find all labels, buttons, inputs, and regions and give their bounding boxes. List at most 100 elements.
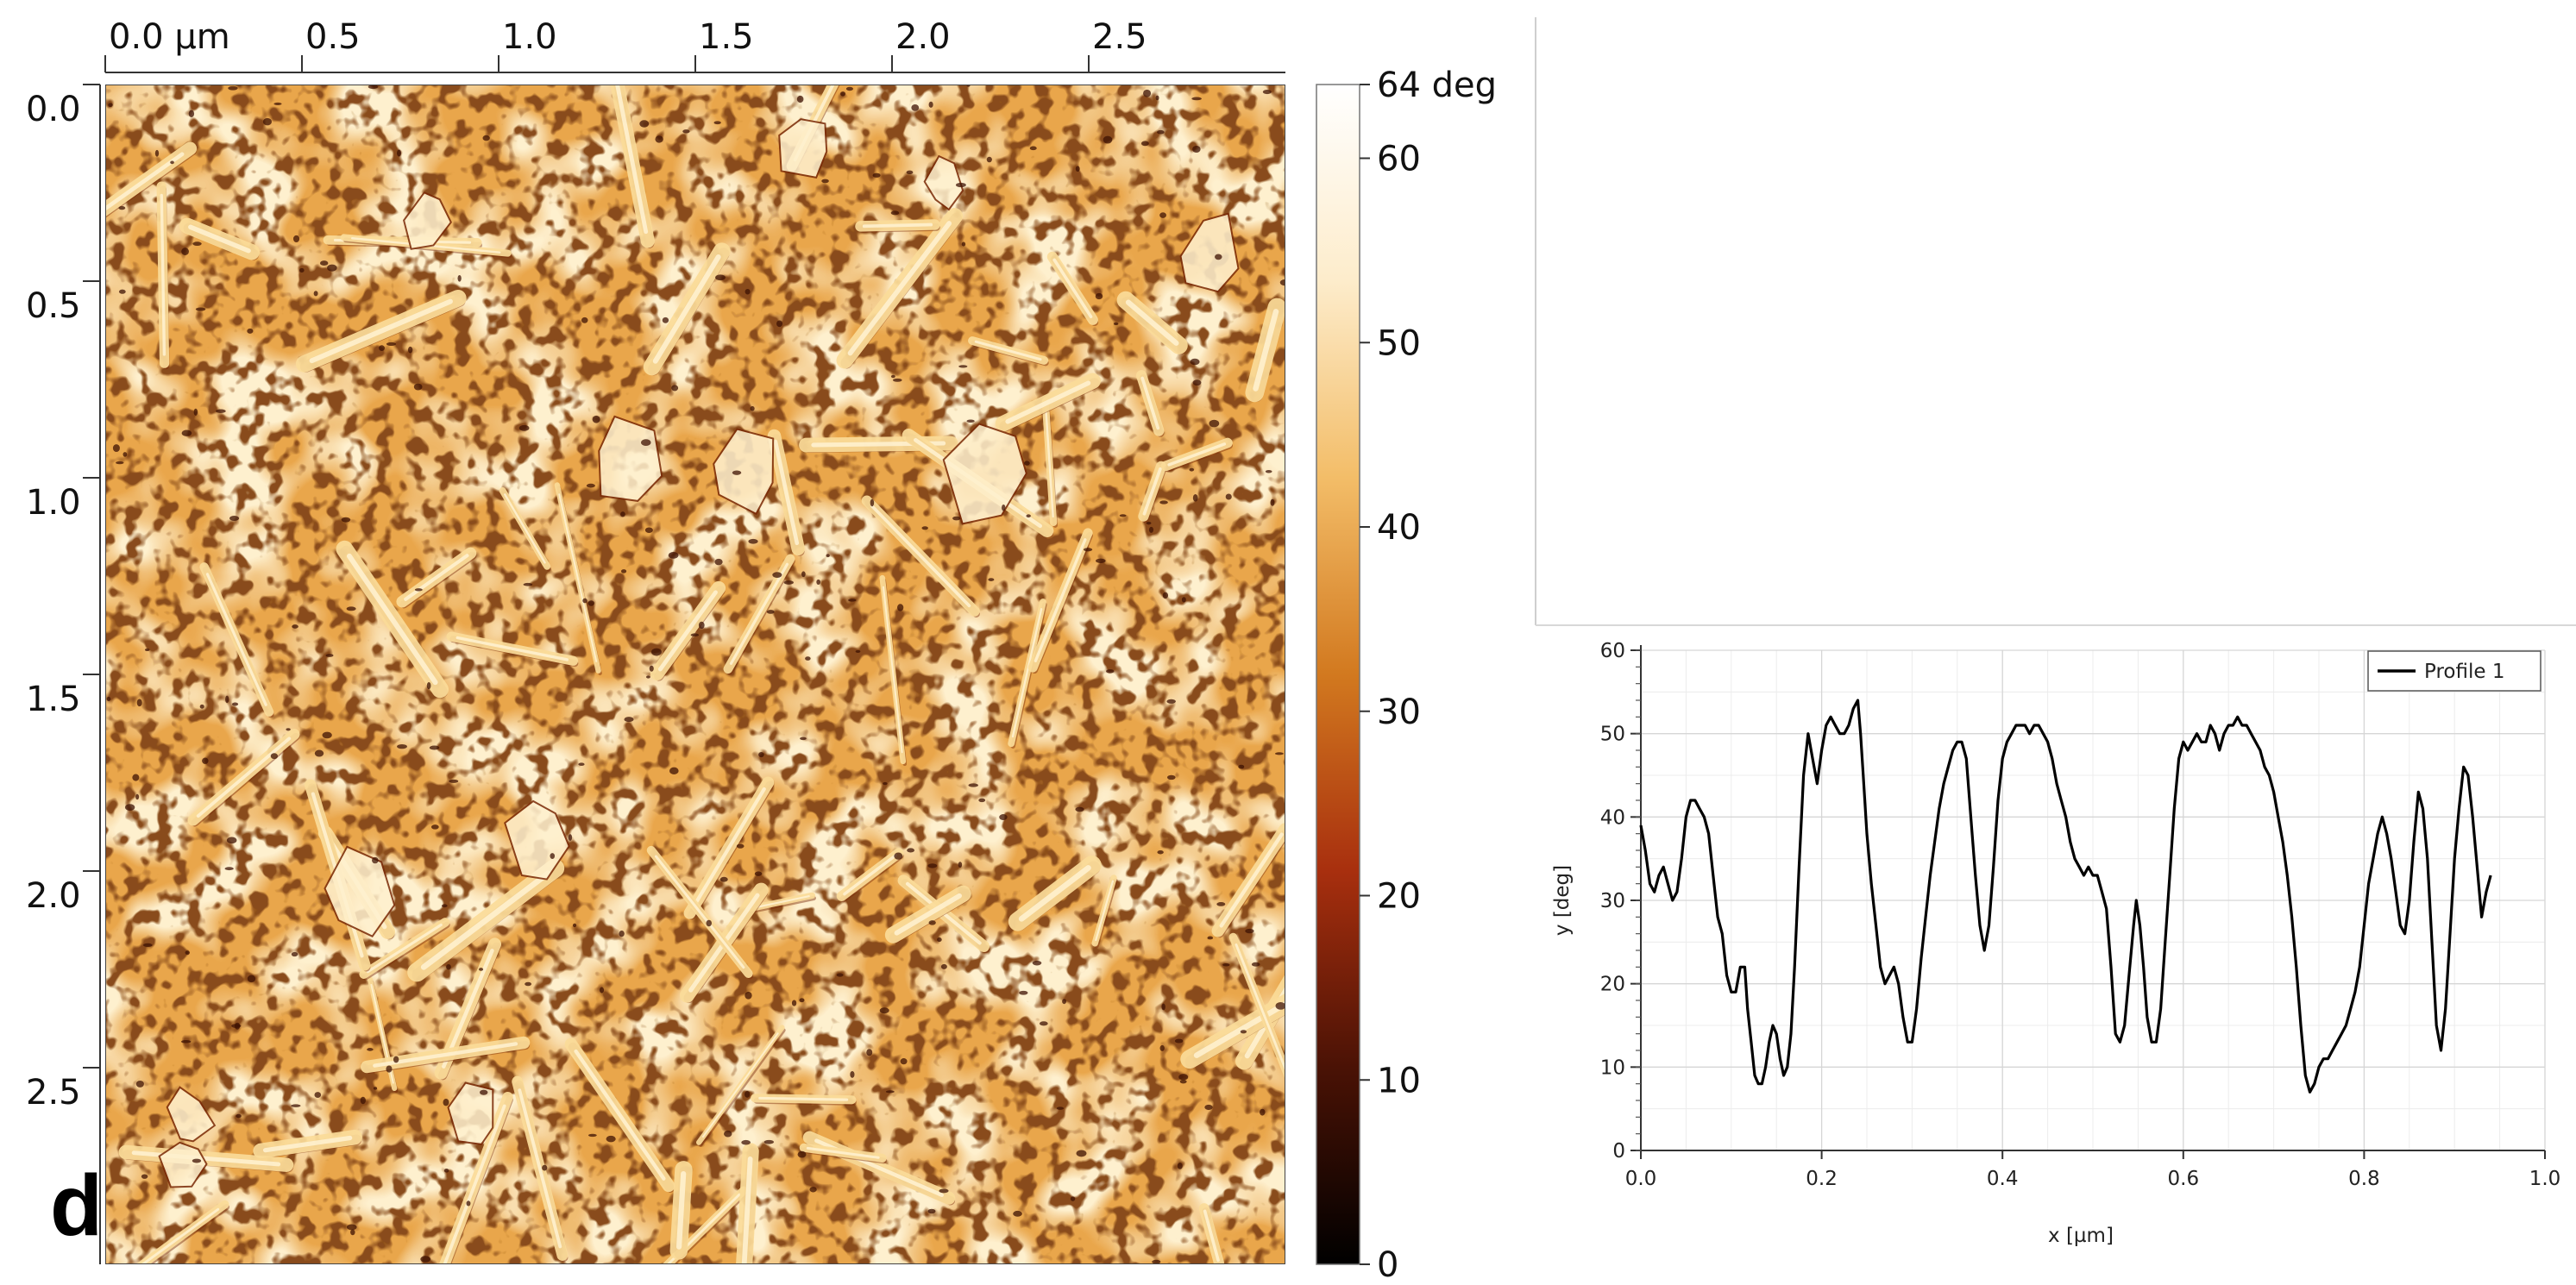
afm-needle-highlight	[140, 1207, 220, 1264]
afm-pore	[132, 774, 140, 781]
afm-pore	[1026, 514, 1031, 518]
colorbar-tick-label: 0	[1377, 1245, 1398, 1285]
afm-pore	[855, 649, 861, 653]
afm-pore	[763, 1139, 775, 1144]
afm-x-tick-label: 1.0	[502, 17, 557, 57]
afm-pore	[1190, 358, 1200, 366]
afm-phase-image	[105, 85, 1285, 1264]
profile-y-ticks: 0 10 20 30 40 50 60	[1600, 640, 1641, 1163]
afm-pore	[1076, 1150, 1087, 1157]
afm-pore	[620, 511, 625, 517]
profile-x-tick-label: 0.2	[1806, 1168, 1838, 1190]
colorbar-tick-label: 64 deg	[1377, 66, 1497, 105]
afm-pore	[386, 342, 397, 347]
afm-pore	[988, 578, 995, 581]
panel-letter: d	[50, 1157, 103, 1254]
afm-pore	[619, 930, 625, 937]
afm-pore	[791, 1000, 797, 1006]
afm-pore	[1119, 514, 1127, 517]
afm-pore	[892, 378, 902, 382]
afm-pore	[1177, 1163, 1183, 1169]
afm-pore	[466, 1200, 471, 1207]
afm-pore	[346, 606, 356, 611]
afm-needle-shadow	[698, 1028, 786, 1147]
colorbar-tick-label: 10	[1377, 1061, 1421, 1100]
afm-needle-highlight	[1034, 538, 1087, 662]
afm-pore	[1157, 129, 1165, 135]
afm-pore	[1143, 89, 1152, 97]
afm-pore	[443, 1169, 449, 1173]
afm-platelet	[778, 118, 828, 179]
afm-pore	[845, 86, 853, 91]
afm-pore	[1161, 1003, 1165, 1011]
afm-pore	[1262, 89, 1272, 95]
afm-pore	[368, 85, 379, 90]
afm-pore	[426, 681, 431, 690]
afm-pore	[927, 863, 938, 868]
afm-needle-highlight	[504, 493, 546, 564]
afm-pore	[192, 1158, 202, 1163]
afm-pore	[231, 1024, 242, 1028]
afm-pore	[1216, 902, 1226, 906]
afm-pore	[986, 156, 992, 163]
afm-pore	[624, 717, 634, 723]
afm-pore	[644, 527, 653, 533]
afm-pore	[542, 1164, 548, 1171]
afm-pore	[379, 345, 385, 352]
afm-pore	[706, 919, 712, 927]
afm-pore	[748, 538, 758, 544]
afm-pore	[225, 695, 229, 704]
afm-x-tick-label: 0.5	[305, 17, 361, 57]
afm-pore	[750, 405, 755, 411]
afm-pore	[199, 704, 204, 709]
afm-pore	[482, 135, 490, 141]
afm-pore	[286, 728, 291, 731]
afm-pore	[346, 1224, 357, 1231]
afm-pore	[397, 743, 407, 749]
afm-pore	[1251, 962, 1260, 967]
profile-x-axis-label: x [µm]	[2048, 1225, 2114, 1247]
afm-needle-highlight	[420, 870, 551, 970]
afm-pore	[639, 120, 650, 128]
afm-needle-highlight	[1140, 376, 1160, 430]
afm-pore	[1179, 1079, 1187, 1084]
afm-y-tick-label: 0.0	[26, 90, 81, 129]
profile-x-ticks: 0.0 0.2 0.4 0.6 0.8 1.0	[1625, 1150, 2560, 1190]
afm-pore	[1148, 526, 1154, 533]
afm-x-tick-label: 0.0 µm	[109, 17, 230, 57]
colorbar-tick-label: 40	[1377, 508, 1421, 548]
afm-pore	[1032, 960, 1042, 966]
afm-pore	[921, 526, 928, 530]
afm-needle-highlight	[404, 554, 469, 601]
afm-pore	[1039, 1021, 1048, 1026]
afm-pore	[396, 149, 402, 157]
afm-pore	[928, 920, 936, 925]
afm-pore	[758, 751, 764, 758]
afm-needle-highlight	[676, 1170, 687, 1250]
afm-pore	[968, 783, 979, 787]
afm-pore	[124, 804, 135, 812]
afm-needle-highlight	[160, 193, 166, 356]
afm-pore	[1159, 212, 1166, 218]
afm-pore	[897, 604, 904, 611]
afm-platelet	[447, 1081, 494, 1145]
afm-pore	[1095, 292, 1103, 300]
afm-pore	[958, 862, 963, 868]
profile-x-tick-label: 0.0	[1625, 1168, 1657, 1190]
afm-pore	[1106, 669, 1115, 674]
afm-pore	[698, 621, 705, 630]
afm-pore	[1274, 752, 1284, 755]
legend-label-profile-1: Profile 1	[2424, 661, 2504, 683]
afm-pore	[136, 699, 142, 707]
afm-pore	[907, 848, 914, 853]
afm-pore	[955, 182, 966, 188]
afm-pore	[413, 383, 423, 391]
afm-pore	[118, 206, 126, 210]
afm-pore	[928, 101, 933, 108]
afm-needle-highlight	[1193, 1000, 1285, 1058]
profile-y-tick-label: 20	[1600, 974, 1625, 996]
afm-pore	[587, 600, 595, 606]
afm-pore	[1029, 146, 1037, 151]
profile-x-tick-label: 0.6	[2168, 1168, 2200, 1190]
afm-pore	[850, 1070, 855, 1078]
